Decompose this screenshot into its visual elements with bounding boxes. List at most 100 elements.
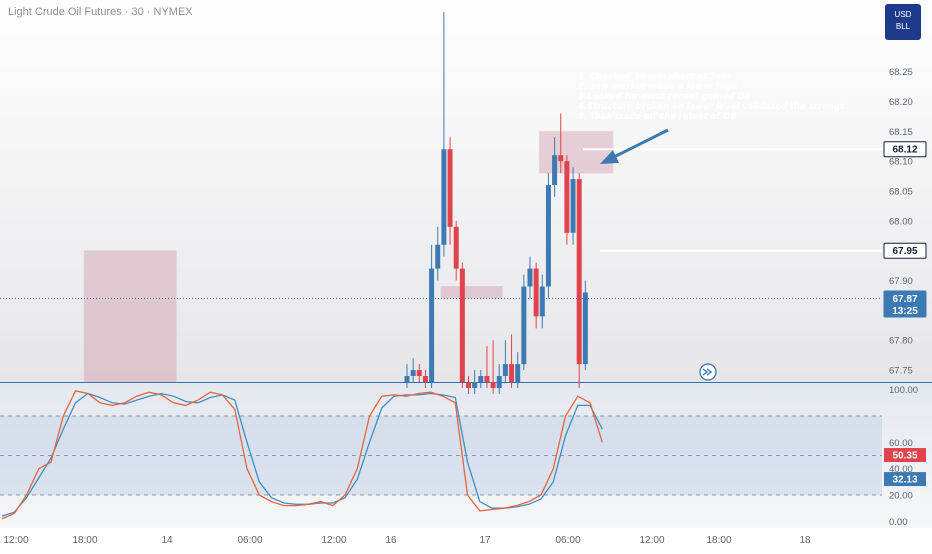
candle-body: [515, 364, 521, 382]
candle-body: [576, 179, 582, 365]
time-tick-label: 12:00: [321, 535, 346, 546]
currency-unit-badge[interactable]: USD BLL: [885, 4, 921, 40]
candle[interactable]: [539, 274, 545, 329]
series-line-k[interactable]: [1, 390, 603, 520]
oscillator-label-k-text: 50.35: [892, 451, 917, 462]
oscillator-tick-label: 40.00: [889, 464, 913, 475]
price-pane-background: [0, 0, 932, 382]
candle-body: [447, 149, 453, 227]
candle[interactable]: [502, 340, 508, 382]
candle-body: [490, 382, 496, 388]
candle[interactable]: [558, 113, 564, 174]
time-tick-label: 18:00: [72, 535, 97, 546]
price-label-mid-text: 67.95: [892, 246, 917, 257]
candle[interactable]: [429, 244, 435, 388]
annotation-line: 3.Looked for most recent gained OB: [578, 92, 751, 102]
price-label-mid-box: [883, 242, 927, 259]
time-tick-label: 06:00: [237, 535, 262, 546]
candle[interactable]: [478, 370, 484, 388]
candle[interactable]: [545, 173, 551, 299]
candle[interactable]: [576, 173, 582, 388]
candle[interactable]: [441, 11, 447, 257]
candle[interactable]: [422, 370, 428, 388]
zone-order-block[interactable]: [538, 130, 614, 174]
candle-body: [404, 376, 410, 382]
price-tick-label: 68.15: [889, 127, 913, 138]
oscillator-tick-label: 0.00: [889, 517, 908, 528]
candle[interactable]: [570, 167, 576, 245]
price-label-current-text: 13:25: [892, 306, 918, 317]
oscillator-label-d[interactable]: 32.13: [884, 472, 926, 487]
candle-body: [422, 376, 428, 382]
price-tick-label: 67.75: [889, 366, 913, 377]
price-tick-label: 68.10: [889, 157, 913, 168]
candle[interactable]: [466, 376, 471, 394]
price-tick-label: 67.80: [889, 336, 913, 347]
candle-body: [502, 364, 508, 377]
candle-body: [527, 268, 533, 287]
price-tick-label: 68.00: [889, 216, 913, 227]
time-axis-background: [0, 528, 932, 550]
price-tick-label: 68.05: [889, 187, 913, 198]
candle-body: [478, 376, 484, 382]
price-label-current-box: [883, 290, 927, 318]
candle[interactable]: [416, 364, 422, 382]
time-tick-label: 12:00: [3, 535, 28, 546]
price-label-high-box: [883, 141, 927, 158]
candle[interactable]: [404, 364, 410, 388]
oscillator-label-k[interactable]: 50.35: [884, 448, 926, 463]
scroll-to-realtime-icon[interactable]: [699, 363, 717, 381]
arrow-head: [600, 150, 619, 164]
candle[interactable]: [447, 137, 453, 245]
zone-mid-order-block[interactable]: [440, 286, 503, 299]
time-tick-label: 18: [799, 535, 811, 546]
candle[interactable]: [515, 352, 521, 388]
currency-label: USD: [894, 10, 912, 19]
candle-body: [466, 382, 471, 388]
price-label-high[interactable]: 68.12: [883, 141, 927, 158]
time-tick-label: 18:00: [706, 535, 731, 546]
zone-left-zone[interactable]: [83, 250, 177, 383]
candle[interactable]: [552, 137, 558, 197]
candle[interactable]: [484, 346, 490, 388]
candle[interactable]: [564, 155, 570, 245]
oscillator-label-d-text: 32.13: [892, 475, 917, 486]
candle[interactable]: [453, 220, 459, 281]
annotation-arrow[interactable]: [600, 128, 669, 164]
candle-body: [521, 286, 527, 365]
candle-body: [545, 185, 551, 287]
candle[interactable]: [459, 262, 465, 388]
candle[interactable]: [490, 340, 496, 394]
oscillator-tick-label: 20.00: [889, 491, 913, 502]
candle[interactable]: [527, 256, 533, 299]
candle[interactable]: [472, 370, 478, 394]
annotation-line: 4.Structure broken on lower level valida…: [577, 102, 845, 112]
price-tick-label: 67.90: [889, 276, 913, 287]
time-tick-label: 12:00: [639, 535, 664, 546]
price-tick-label: 68.25: [889, 67, 913, 78]
candle-body: [429, 268, 435, 382]
candle-body: [441, 149, 447, 245]
candle[interactable]: [496, 364, 502, 394]
oscillator-tick-label: 100.00: [889, 385, 918, 396]
time-tick-label: 17: [479, 535, 491, 546]
candle-body: [552, 155, 558, 186]
time-tick-label: 06:00: [555, 535, 580, 546]
candle[interactable]: [435, 226, 441, 281]
price-label-current-text: 67.87: [892, 294, 917, 305]
candle[interactable]: [521, 274, 527, 371]
candle[interactable]: [509, 334, 515, 388]
candle[interactable]: [410, 358, 416, 382]
oscillator-tick-label: 60.00: [889, 438, 913, 449]
scroll-icon-chevrons: [702, 368, 713, 376]
candle[interactable]: [582, 280, 588, 371]
annotation-line: 5. Took trade off the retest of OB: [578, 112, 737, 122]
candle[interactable]: [533, 262, 539, 329]
price-label-mid[interactable]: 67.95: [883, 242, 927, 259]
candle-body: [509, 364, 515, 382]
annotation-line: 1. Checked 30 min chart at 7am: [578, 72, 730, 82]
